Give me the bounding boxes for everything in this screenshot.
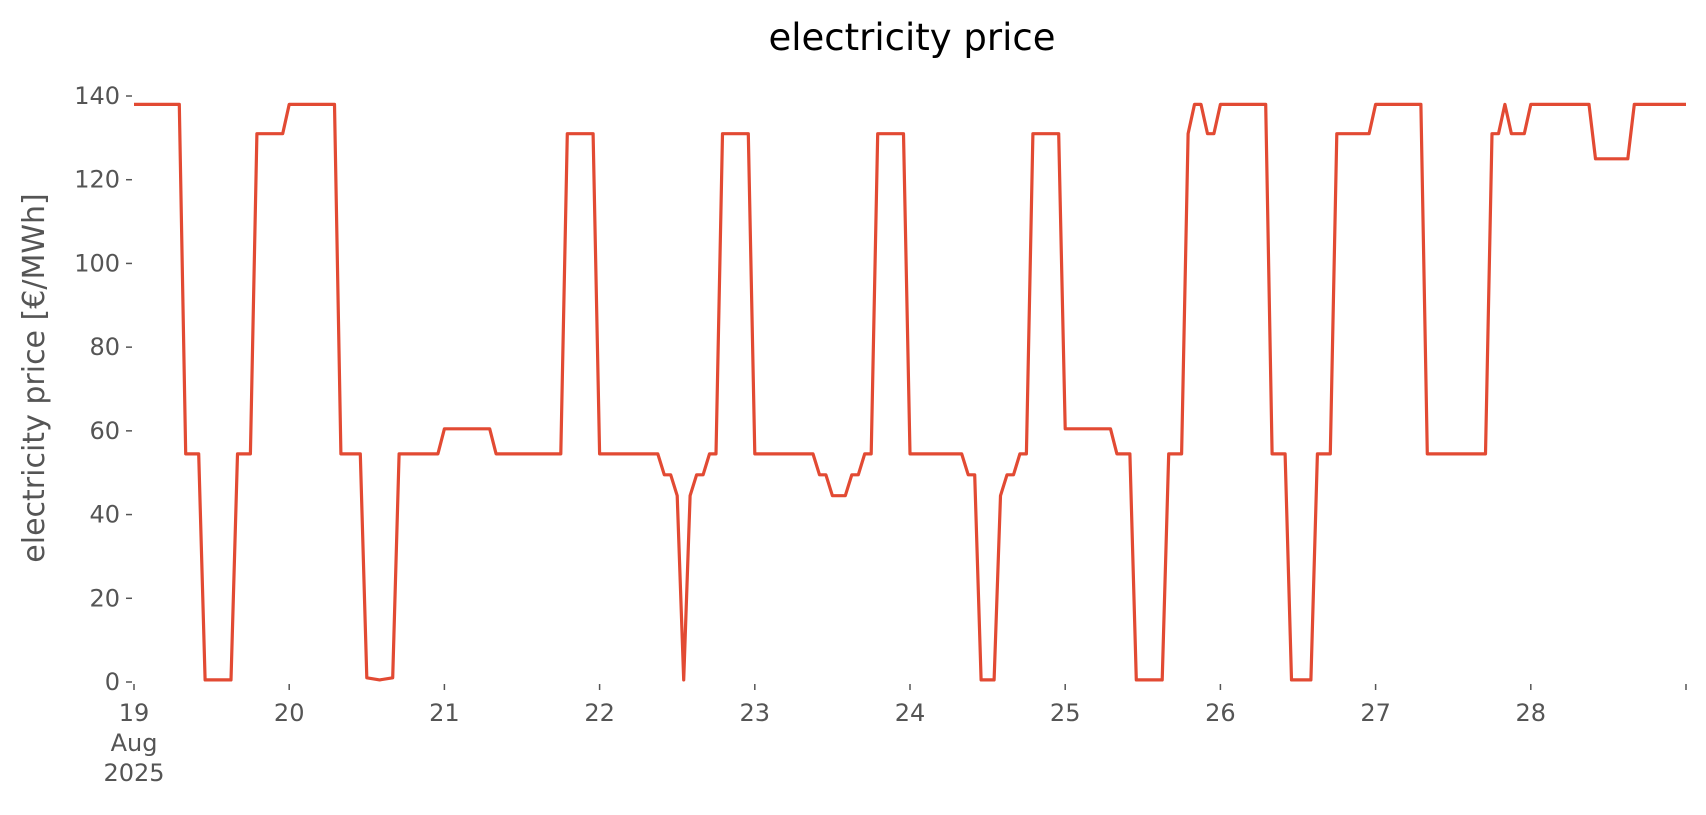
y-tick-label: 100 <box>74 249 120 277</box>
y-axis-label: electricity price [€/MWh] <box>17 193 52 562</box>
x-tick-label: 21 <box>429 699 460 727</box>
y-tick-label: 80 <box>89 333 120 361</box>
y-tick-label: 140 <box>74 82 120 110</box>
x-tick-label: 28 <box>1516 699 1547 727</box>
y-tick-label: 20 <box>89 584 120 612</box>
chart-title: electricity price <box>768 16 1055 59</box>
x-tick-label: 26 <box>1205 699 1236 727</box>
x-tick-label: Aug <box>111 729 158 757</box>
plot-area <box>134 102 1686 682</box>
x-tick-label: 20 <box>274 699 305 727</box>
y-tick-label: 40 <box>89 501 120 529</box>
x-tick-label: 19 <box>119 699 150 727</box>
x-tick-label: 25 <box>1050 699 1081 727</box>
x-tick-label: 24 <box>895 699 926 727</box>
y-tick-label: 60 <box>89 417 120 445</box>
x-tick-label: 2025 <box>103 759 164 787</box>
x-tick-label: 23 <box>740 699 771 727</box>
price-series-line <box>134 102 1686 682</box>
x-tick-label: 27 <box>1360 699 1391 727</box>
y-axis: 0 20 40 60 80 100 120 140 <box>74 82 132 696</box>
y-tick-label: 0 <box>105 668 120 696</box>
y-tick-label: 120 <box>74 166 120 194</box>
x-tick-label: 22 <box>584 699 615 727</box>
